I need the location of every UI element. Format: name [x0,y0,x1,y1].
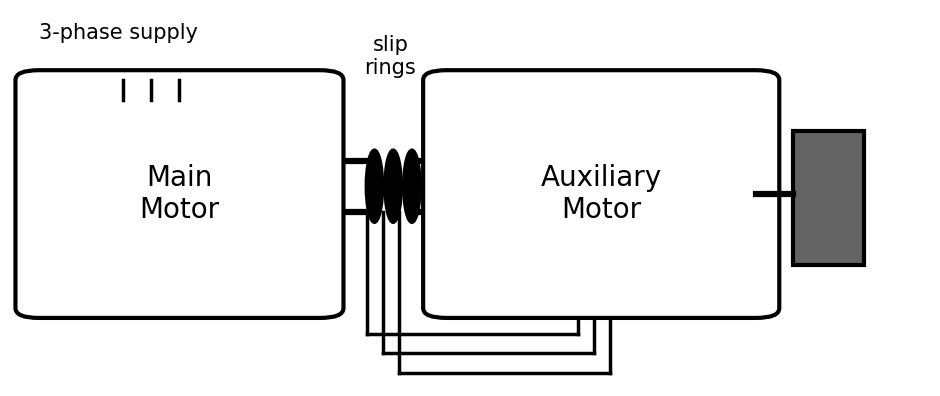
FancyBboxPatch shape [15,70,343,318]
Text: Auxiliary
Motor: Auxiliary Motor [540,164,662,224]
Text: slip
rings: slip rings [365,35,416,78]
FancyBboxPatch shape [423,70,779,318]
Text: Main
Motor: Main Motor [139,164,220,224]
Ellipse shape [366,150,383,223]
Bar [793,131,864,265]
Ellipse shape [384,150,401,223]
Text: 3-phase supply: 3-phase supply [39,23,198,43]
Ellipse shape [403,150,420,223]
